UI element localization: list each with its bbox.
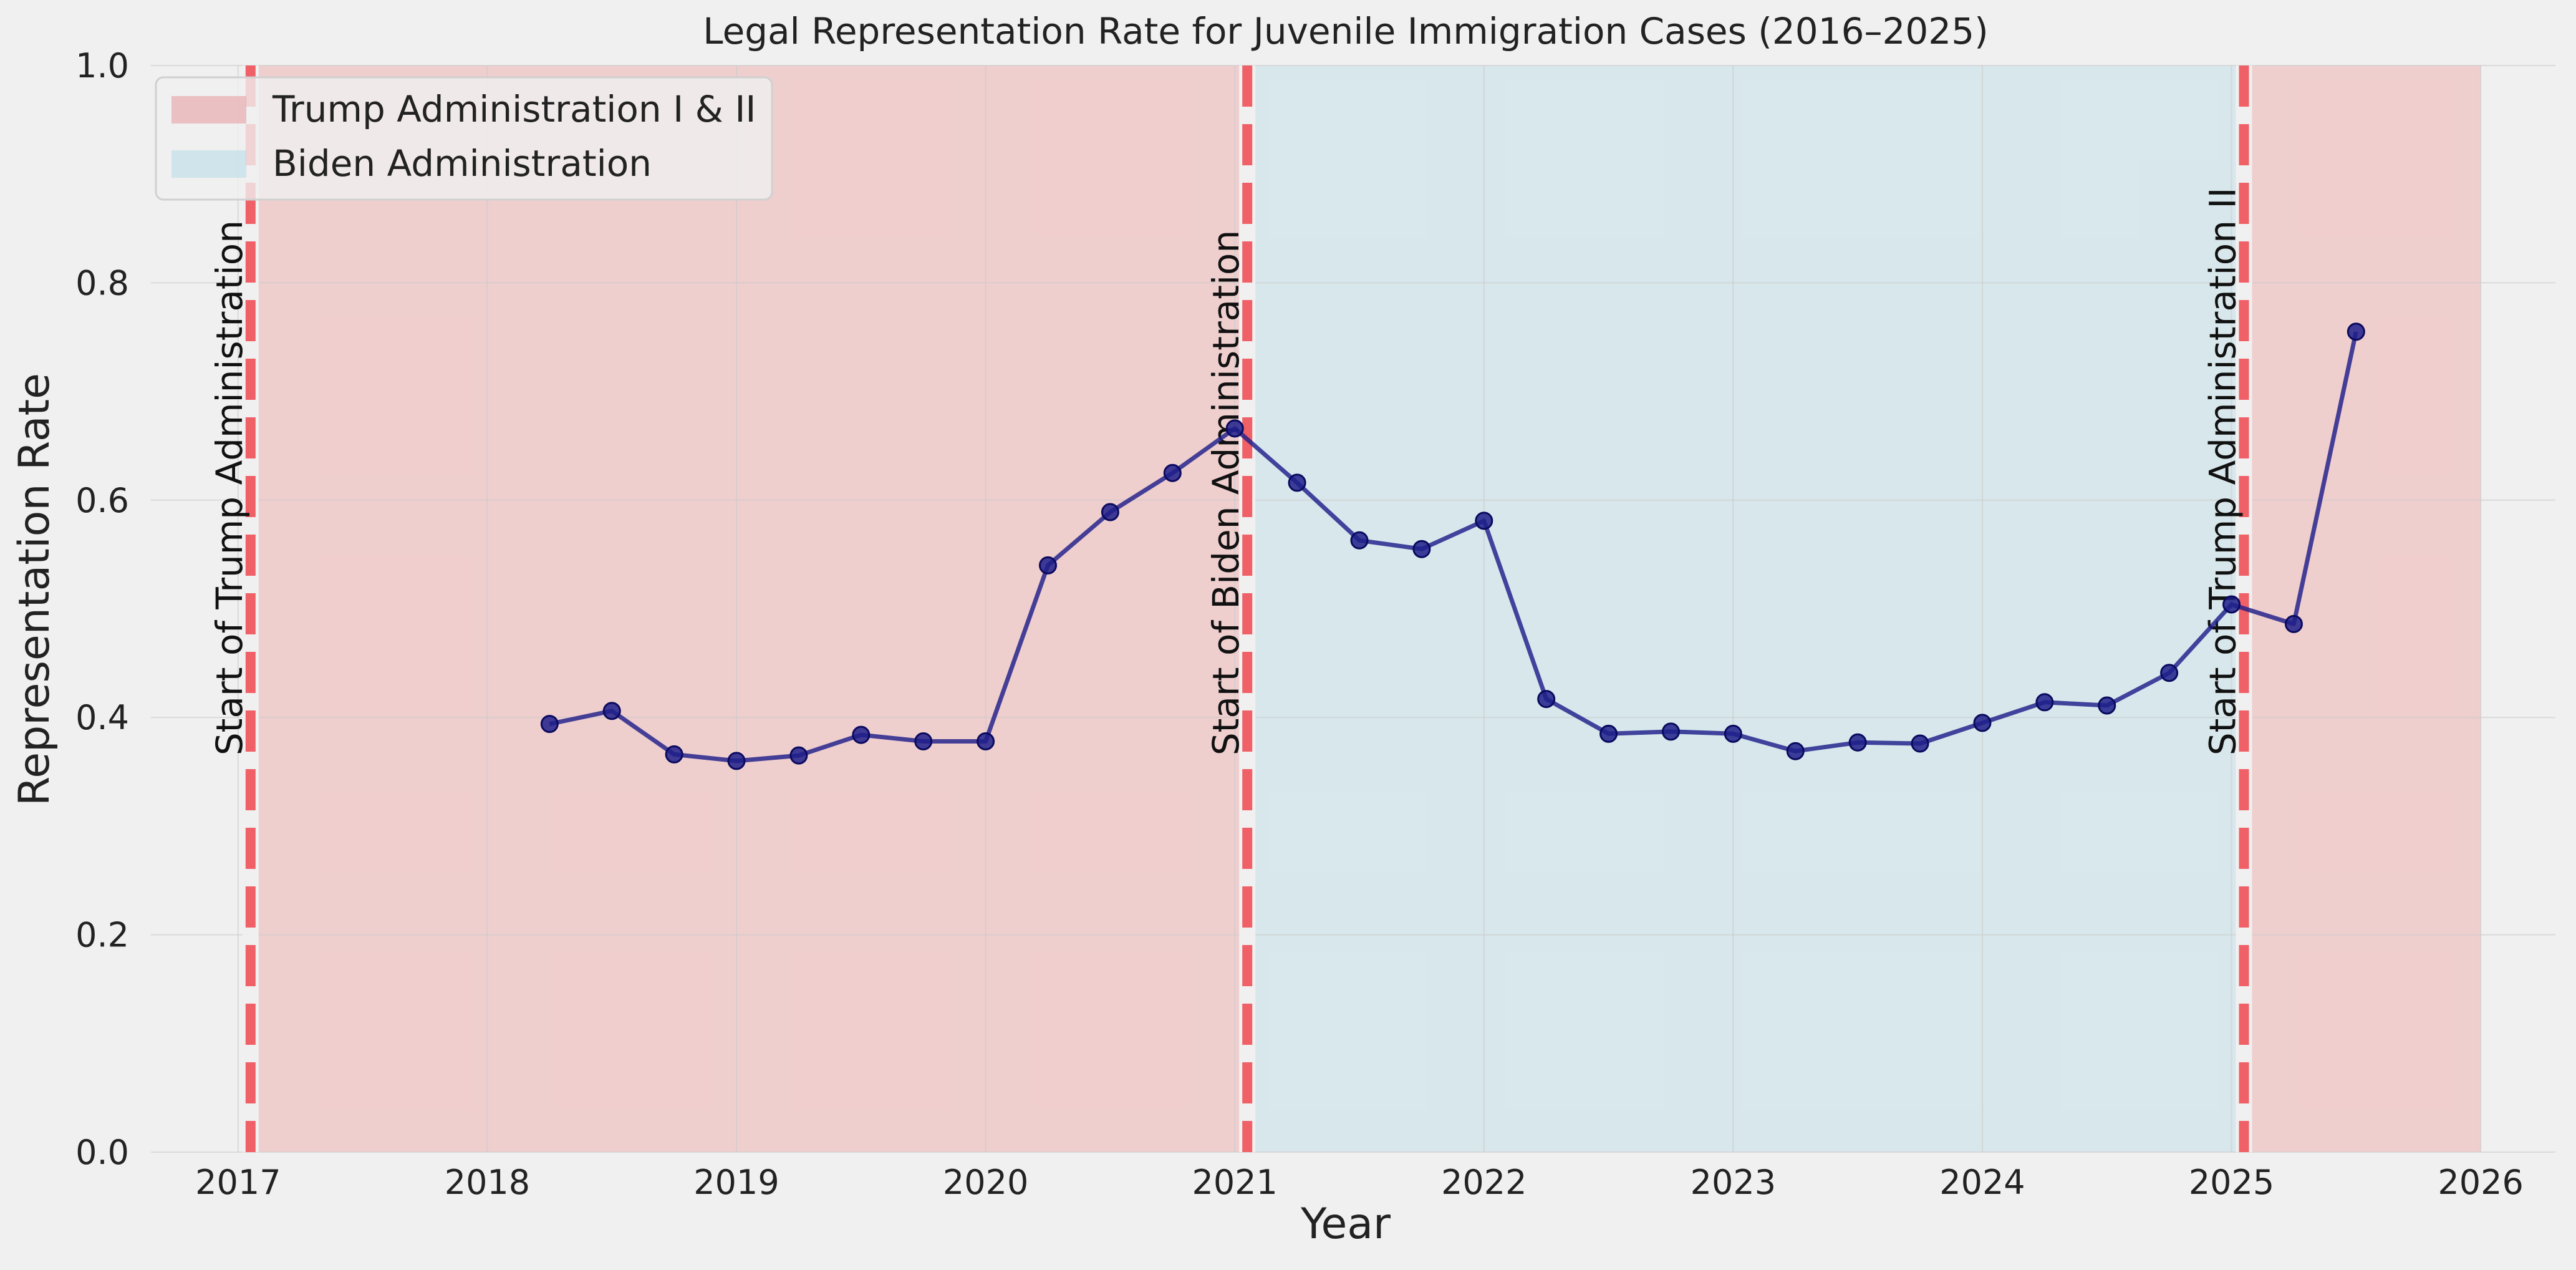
data-point: [1911, 734, 1929, 753]
legend-swatch-1: [171, 150, 246, 178]
data-point: [789, 746, 808, 765]
x-tick-label: 2023: [1691, 1163, 1776, 1202]
legend-box: [155, 76, 773, 201]
data-point: [1163, 463, 1182, 482]
data-point: [2035, 693, 2054, 712]
x-tick-label: 2017: [195, 1163, 281, 1202]
data-point: [1786, 742, 1805, 760]
data-point: [1973, 714, 1992, 732]
data-point: [1039, 556, 1058, 574]
y-axis-label: Representation Rate: [10, 373, 59, 806]
data-point: [914, 732, 933, 751]
series-line-0: [549, 331, 2358, 763]
data-point: [540, 715, 559, 734]
data-point: [977, 732, 995, 751]
data-point: [1537, 690, 1556, 709]
x-tick-label: 2026: [2438, 1163, 2523, 1202]
y-tick-label: 0.8: [75, 263, 129, 303]
plot-area: 2017 2018 2019 2020 2021 2022 2023 2024 2025 2026…: [75, 46, 2555, 1202]
data-point: [1288, 473, 1306, 492]
data-point: [2222, 595, 2241, 614]
shaded-region-0: [250, 65, 1248, 1152]
x-tick-label: 2021: [1192, 1163, 1277, 1202]
data-point: [1101, 503, 1119, 521]
shaded-region-1: [1247, 65, 2244, 1152]
data-point: [727, 752, 746, 770]
data-point: [2284, 614, 2303, 633]
y-tick-label: 0.4: [75, 698, 129, 737]
x-tick-label: 2024: [1939, 1163, 2025, 1202]
legend-label-1: Biden Administration: [273, 142, 652, 185]
data-point: [852, 725, 871, 744]
x-tick-label: 2019: [693, 1163, 779, 1202]
x-axis-label: Year: [1300, 1200, 1391, 1249]
y-tick-label: 1.0: [75, 46, 129, 85]
data-point: [1412, 540, 1431, 558]
x-tick-label: 2022: [1441, 1163, 1527, 1202]
data-point: [1848, 733, 1867, 752]
y-tick-label: 0.6: [75, 481, 129, 520]
legend-label-0: Trump Administration I & II: [272, 88, 756, 130]
legend-swatch-0: [171, 96, 246, 124]
data-point: [1225, 419, 1244, 438]
vline-label-2: Start of Trump Administration II: [2202, 187, 2244, 755]
data-point: [1661, 722, 1680, 741]
axes-background: [151, 65, 2555, 1152]
data-point: [1599, 724, 1618, 743]
x-tick-label: 2025: [2189, 1163, 2274, 1202]
data-point: [665, 745, 683, 763]
data-point: [1475, 511, 1493, 530]
vline-label-0: Start of Trump Administration: [208, 220, 251, 755]
y-tick-label: 0.0: [75, 1133, 129, 1172]
x-tick-label: 2020: [943, 1163, 1028, 1202]
vline-label-1: Start of Biden Administration: [1205, 230, 1247, 755]
x-tick-label: 2018: [445, 1163, 530, 1202]
data-point: [2347, 322, 2365, 341]
chart-title: Legal Representation Rate for Juvenile I…: [703, 10, 1988, 52]
data-point: [1350, 531, 1369, 550]
data-point: [1724, 724, 1742, 743]
data-point: [602, 702, 621, 720]
data-point: [2098, 696, 2116, 715]
y-tick-label: 0.2: [75, 916, 129, 955]
data-point: [2160, 664, 2179, 682]
shaded-region-2: [2244, 65, 2481, 1152]
